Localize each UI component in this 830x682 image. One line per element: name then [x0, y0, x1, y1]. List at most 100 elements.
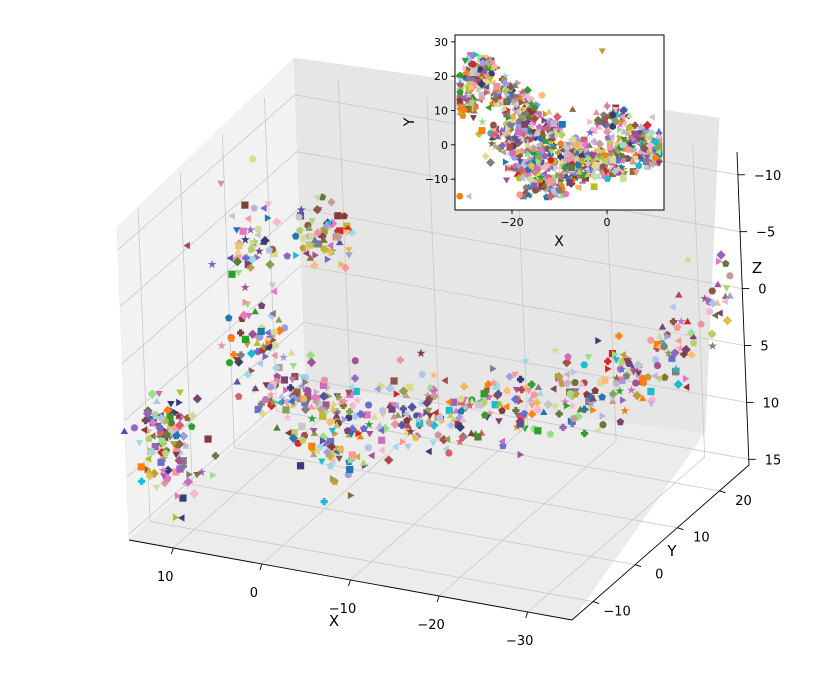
data-point [217, 180, 225, 188]
data-point [334, 212, 342, 220]
inset-data-point [555, 149, 562, 157]
grid-line-z-back [301, 265, 745, 346]
data-point [653, 361, 662, 370]
data-point [176, 389, 184, 397]
inset-data-point [604, 134, 612, 141]
data-point [536, 389, 544, 396]
data-point [530, 391, 538, 399]
inset-data-point [535, 111, 542, 119]
inset-data-point [515, 148, 523, 156]
y-tick-label: 0 [655, 568, 663, 583]
data-point [159, 453, 169, 463]
inset-data-point [631, 154, 638, 162]
x-tick-label: −10 [329, 602, 356, 617]
data-point [564, 352, 572, 361]
data-point [303, 244, 313, 253]
data-point [254, 225, 262, 233]
data-point [268, 397, 278, 407]
data-point [163, 405, 173, 415]
inset-data-point [541, 163, 549, 171]
inset-data-point [468, 103, 476, 110]
data-point [664, 332, 671, 341]
inset-data-point [465, 75, 473, 83]
inset-data-point [477, 79, 486, 89]
data-point [249, 155, 257, 163]
data-point [288, 397, 295, 406]
data-point [306, 357, 317, 368]
data-point [137, 463, 145, 471]
data-point [516, 375, 525, 383]
data-point [176, 398, 183, 407]
inset-data-point [611, 116, 621, 126]
inset-y-tick-label: 10 [434, 104, 448, 117]
inset-data-point [497, 97, 504, 105]
data-point [258, 324, 266, 332]
inset-data-point [550, 188, 558, 195]
data-point [632, 390, 642, 401]
data-point [241, 335, 250, 344]
data-point [502, 402, 510, 411]
inset-data-point [485, 104, 492, 112]
inset-data-point [516, 132, 524, 140]
inset-data-point [636, 147, 644, 154]
data-point [308, 442, 316, 450]
inset-data-point [612, 107, 620, 114]
data-point [348, 229, 356, 237]
data-point [284, 429, 292, 437]
inset-data-point [521, 188, 528, 196]
data-point [156, 424, 164, 432]
data-point [163, 474, 172, 483]
data-point [322, 401, 330, 409]
data-point [239, 227, 247, 235]
data-point [512, 407, 520, 415]
data-point [305, 350, 316, 361]
data-point [225, 359, 234, 367]
data-point [511, 371, 519, 379]
data-point [549, 385, 557, 393]
inset-data-point [483, 64, 491, 72]
data-point [283, 412, 293, 422]
inset-data-point [608, 133, 615, 141]
data-point [244, 260, 252, 269]
data-point [714, 280, 722, 288]
data-point [149, 432, 156, 440]
inset-data-point [516, 94, 524, 101]
inset-data-point [547, 156, 555, 164]
inset-data-point [535, 160, 543, 167]
data-point [153, 397, 161, 404]
data-point [612, 357, 620, 364]
inset-data-point [588, 167, 597, 176]
data-point [174, 455, 184, 466]
data-point [457, 395, 465, 403]
data-point [276, 398, 283, 407]
data-point [151, 410, 160, 419]
inset-data-point [521, 161, 528, 169]
inset-data-point [595, 139, 605, 149]
data-point [323, 222, 331, 230]
inset-data-point [487, 76, 495, 83]
inset-data-point [574, 161, 582, 169]
data-point [232, 257, 243, 267]
data-point [331, 477, 339, 485]
inset-data-point [569, 136, 577, 144]
data-point [163, 465, 173, 475]
inset-data-point [478, 117, 487, 126]
data-point [172, 408, 180, 417]
data-point [320, 236, 328, 243]
inset-data-point [523, 170, 533, 180]
data-point [187, 411, 198, 421]
data-point [163, 430, 171, 438]
inset-data-point [601, 157, 609, 165]
data-point [248, 329, 258, 339]
data-point [336, 238, 344, 246]
data-point [313, 195, 322, 202]
inset-data-point [575, 168, 583, 175]
data-point [399, 405, 407, 413]
data-point [543, 399, 553, 410]
data-point [474, 433, 482, 441]
data-point [173, 411, 183, 420]
inset-data-point [486, 158, 495, 167]
inset-data-point [580, 136, 588, 144]
data-point [378, 446, 385, 454]
data-point [726, 272, 734, 280]
